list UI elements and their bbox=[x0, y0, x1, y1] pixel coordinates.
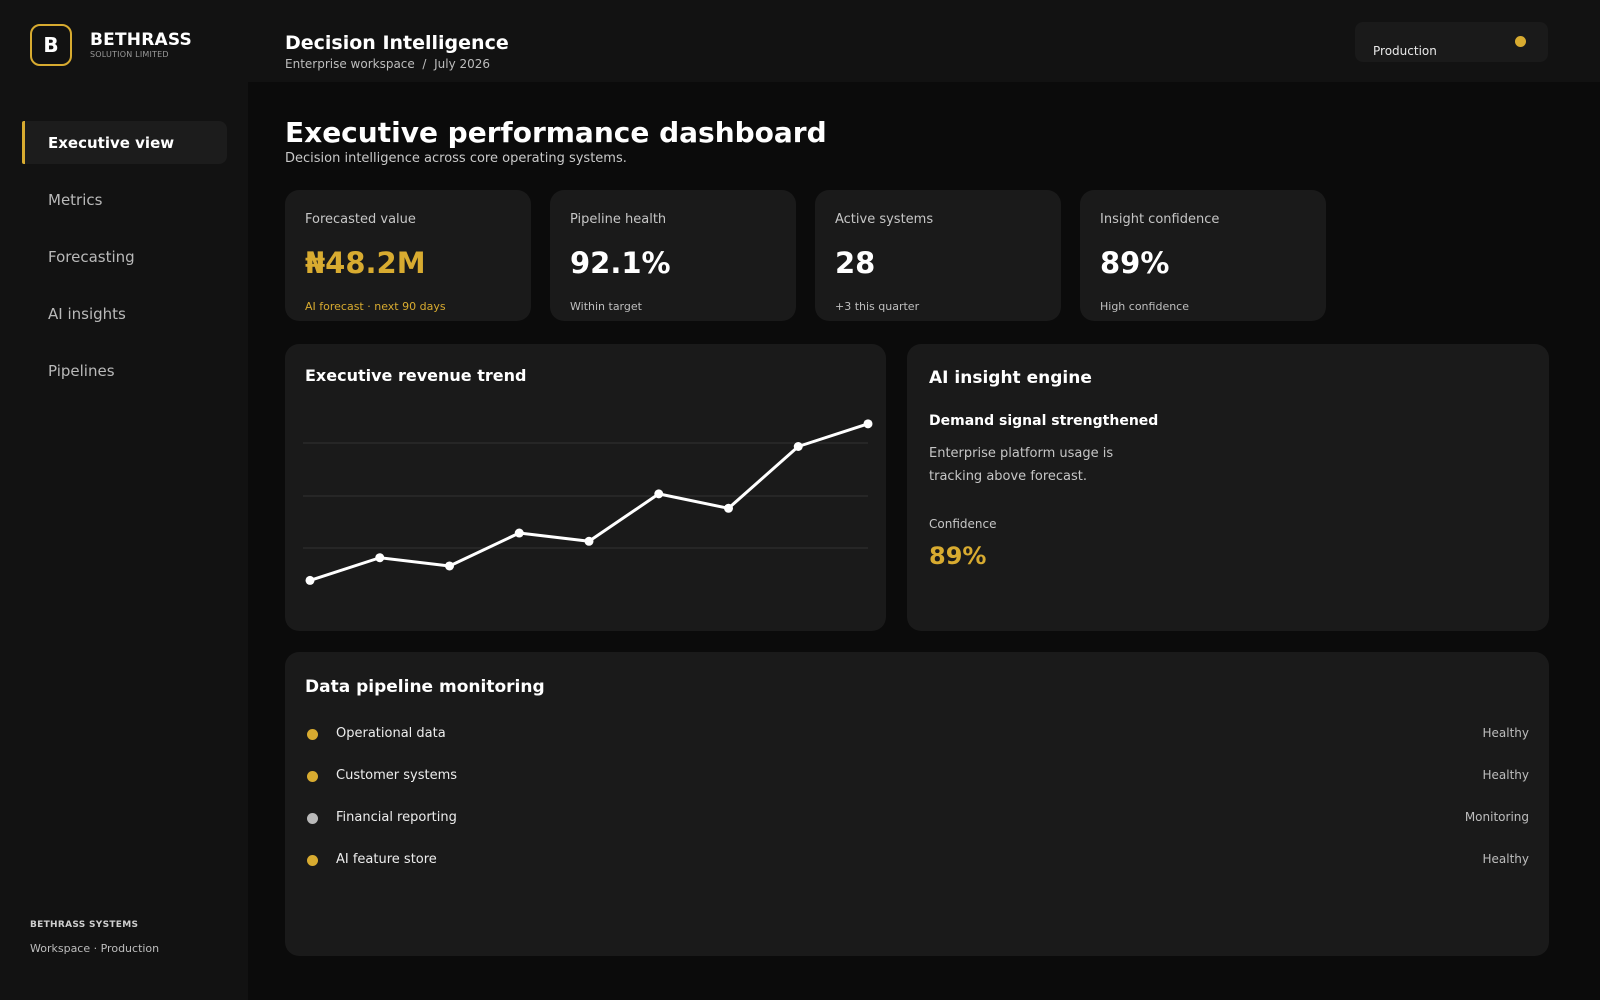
sidebar-item-executive-view[interactable]: Executive view bbox=[22, 121, 227, 164]
revenue-data-point[interactable] bbox=[724, 503, 733, 513]
chart-title: Executive revenue trend bbox=[305, 366, 527, 385]
kpi-value: 89% bbox=[1100, 246, 1170, 280]
confidence-value: 89% bbox=[929, 542, 987, 570]
revenue-data-point[interactable] bbox=[793, 442, 803, 451]
kpi-note: High confidence bbox=[1100, 300, 1189, 313]
pipeline-card-title: Data pipeline monitoring bbox=[305, 677, 545, 697]
kpi-card-insight-confidence[interactable]: Insight confidence 89% High confidence bbox=[1080, 190, 1326, 321]
revenue-trend-chart[interactable] bbox=[285, 344, 886, 631]
kpi-card-forecasted-value[interactable]: Forecasted value ₦48.2M AI forecast · ne… bbox=[285, 190, 531, 321]
pipeline-monitoring-card: Data pipeline monitoring Operational dat… bbox=[285, 652, 1549, 956]
pipeline-name: Financial reporting bbox=[336, 810, 457, 825]
pipeline-status: Healthy bbox=[1482, 768, 1529, 782]
revenue-data-point[interactable] bbox=[305, 575, 315, 585]
topbar: Decision Intelligence Enterprise workspa… bbox=[248, 0, 1600, 82]
brand[interactable]: B BETHRASS SOLUTION LIMITED bbox=[30, 24, 192, 66]
sidebar: B BETHRASS SOLUTION LIMITED Executive vi… bbox=[0, 0, 248, 1000]
pipeline-status: Healthy bbox=[1482, 852, 1529, 866]
pipeline-status: Healthy bbox=[1482, 726, 1529, 740]
ai-insight-card: AI insight engine Demand signal strength… bbox=[907, 344, 1549, 631]
kpi-value: 28 bbox=[835, 246, 876, 280]
page-subtitle: Decision intelligence across core operat… bbox=[285, 151, 627, 166]
pipeline-row-operational-data[interactable]: Operational data Healthy bbox=[305, 724, 1529, 746]
revenue-data-point[interactable] bbox=[584, 536, 594, 546]
revenue-data-point[interactable] bbox=[654, 489, 664, 499]
confidence-label: Confidence bbox=[929, 517, 997, 531]
sidebar-footer: BETHRASS SYSTEMS Workspace · Production bbox=[30, 920, 159, 955]
kpi-label: Forecasted value bbox=[305, 212, 416, 227]
kpi-note: +3 this quarter bbox=[835, 300, 920, 313]
sidebar-footer-subtitle: Workspace · Production bbox=[30, 942, 160, 955]
revenue-data-point[interactable] bbox=[863, 419, 873, 429]
brand-subtitle: SOLUTION LIMITED bbox=[90, 49, 169, 59]
sidebar-item-ai-insights[interactable]: AI insights bbox=[48, 304, 126, 323]
pipeline-row-ai-feature-store[interactable]: AI feature store Healthy bbox=[305, 850, 1529, 872]
revenue-data-point[interactable] bbox=[445, 561, 454, 571]
insight-headline: Demand signal strengthened bbox=[929, 413, 1159, 429]
status-dot-icon bbox=[307, 813, 318, 824]
brand-name: BETHRASS bbox=[90, 29, 192, 50]
pipeline-name: AI feature store bbox=[336, 852, 437, 867]
pipeline-status: Monitoring bbox=[1464, 810, 1529, 824]
environment-label: Production bbox=[1373, 44, 1437, 58]
kpi-card-pipeline-health[interactable]: Pipeline health 92.1% Within target bbox=[550, 190, 796, 321]
insight-card-title: AI insight engine bbox=[929, 368, 1092, 388]
kpi-label: Pipeline health bbox=[570, 212, 667, 227]
sidebar-item-pipelines[interactable]: Pipelines bbox=[48, 361, 115, 380]
environment-selector[interactable]: Production bbox=[1355, 22, 1548, 62]
revenue-trend-card: Executive revenue trend bbox=[285, 344, 886, 631]
pipeline-row-customer-systems[interactable]: Customer systems Healthy bbox=[305, 766, 1529, 788]
status-dot-icon bbox=[307, 729, 318, 740]
kpi-card-active-systems[interactable]: Active systems 28 +3 this quarter bbox=[815, 190, 1061, 321]
status-dot-icon bbox=[307, 771, 318, 782]
pipeline-name: Operational data bbox=[336, 726, 446, 741]
breadcrumb: Enterprise workspace / July 2026 bbox=[285, 57, 491, 71]
sidebar-item-forecasting[interactable]: Forecasting bbox=[48, 247, 135, 266]
sidebar-nav: Executive view Metrics Forecasting AI in… bbox=[22, 121, 227, 406]
status-dot-icon bbox=[307, 855, 318, 866]
revenue-data-point[interactable] bbox=[514, 528, 524, 538]
revenue-series-line bbox=[309, 422, 869, 582]
kpi-note: Within target bbox=[570, 300, 642, 313]
page-title: Executive performance dashboard bbox=[285, 116, 827, 149]
sidebar-item-metrics[interactable]: Metrics bbox=[48, 190, 103, 209]
environment-status-dot-icon bbox=[1515, 36, 1526, 47]
kpi-value: ₦48.2M bbox=[305, 246, 426, 280]
sidebar-footer-title: BETHRASS SYSTEMS bbox=[30, 920, 139, 930]
app-title: Decision Intelligence bbox=[285, 32, 509, 54]
pipeline-row-financial-reporting[interactable]: Financial reporting Monitoring bbox=[305, 808, 1529, 830]
pipeline-name: Customer systems bbox=[336, 768, 458, 783]
kpi-label: Insight confidence bbox=[1100, 212, 1220, 227]
brand-logo-icon: B bbox=[30, 24, 72, 66]
kpi-label: Active systems bbox=[835, 212, 934, 227]
kpi-note: AI forecast · next 90 days bbox=[305, 300, 446, 313]
kpi-value: 92.1% bbox=[570, 246, 671, 280]
revenue-data-point[interactable] bbox=[375, 553, 385, 563]
insight-body: Enterprise platform usage is tracking ab… bbox=[929, 446, 1114, 484]
